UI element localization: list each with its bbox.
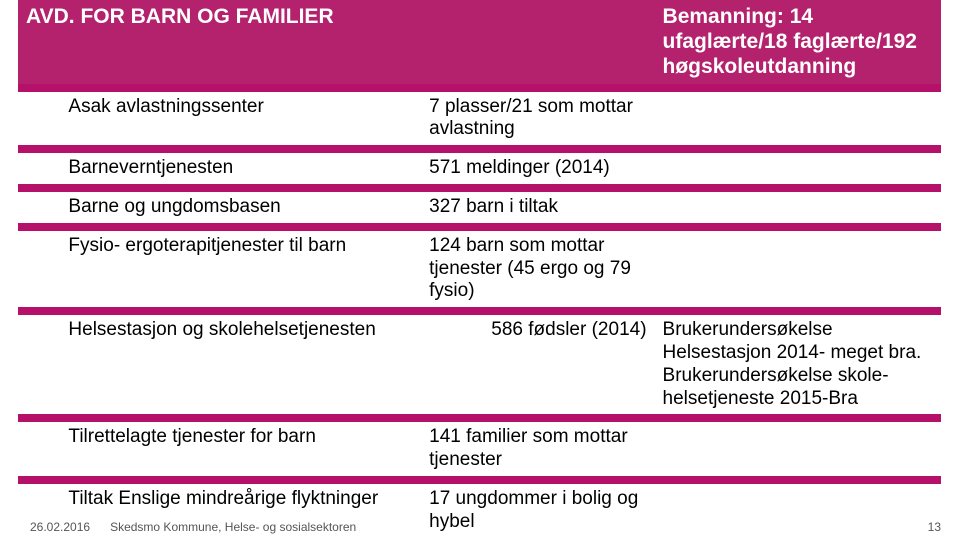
table-row: Tilrettelagte tjenester for barn 141 fam… xyxy=(18,422,941,476)
service-name: Helsestasjon og skolehelse­tjenesten xyxy=(60,315,421,414)
header-left: AVD. FOR BARN OG FAMILIER xyxy=(18,0,421,84)
footer-date: 26.02.2016 xyxy=(30,520,90,534)
service-name: Barneverntjenesten xyxy=(60,153,421,184)
service-value: 586 fødsler (2014) xyxy=(421,315,654,414)
table-row: Helsestasjon og skolehelse­tjenesten 586… xyxy=(18,315,941,414)
table-row: Fysio- ergoterapitjenester til barn 124 … xyxy=(18,231,941,307)
service-name: Asak avlastningssenter xyxy=(60,92,421,146)
service-note xyxy=(655,192,941,223)
header-mid-blank xyxy=(421,0,654,84)
service-value: 327 barn i tiltak xyxy=(421,192,654,223)
table-header-row: AVD. FOR BARN OG FAMILIER Bemanning: 14 … xyxy=(18,0,941,84)
table-row: Barne og ungdomsbasen 327 barn i tiltak xyxy=(18,192,941,223)
footer-source: Skedsmo Kommune, Helse- og sosialsektore… xyxy=(110,520,356,534)
service-name: Tilrettelagte tjenester for barn xyxy=(60,422,421,476)
service-name: Barne og ungdomsbasen xyxy=(60,192,421,223)
header-right: Bemanning: 14 ufaglærte/18 faglærte/192 … xyxy=(655,0,941,84)
slide-footer: 26.02.2016 Skedsmo Kommune, Helse- og so… xyxy=(30,520,941,534)
service-name: Fysio- ergoterapitjenester til barn xyxy=(60,231,421,307)
footer-page: 13 xyxy=(928,520,941,534)
service-value: 571 meldinger (2014) xyxy=(421,153,654,184)
service-note xyxy=(655,153,941,184)
service-note: Brukerundersøkelse Helsestasjon 2014- me… xyxy=(655,315,941,414)
services-table: AVD. FOR BARN OG FAMILIER Bemanning: 14 … xyxy=(18,0,941,538)
service-note xyxy=(655,92,941,146)
service-note xyxy=(655,231,941,307)
service-value: 124 barn som mottar tjenester (45 ergo o… xyxy=(421,231,654,307)
service-value: 141 familier som mottar tjenester xyxy=(421,422,654,476)
service-value: 7 plasser/21 som mottar avlastning xyxy=(421,92,654,146)
service-note xyxy=(655,422,941,476)
table-row: Asak avlastningssenter 7 plasser/21 som … xyxy=(18,92,941,146)
table-row: Barneverntjenesten 571 meldinger (2014) xyxy=(18,153,941,184)
